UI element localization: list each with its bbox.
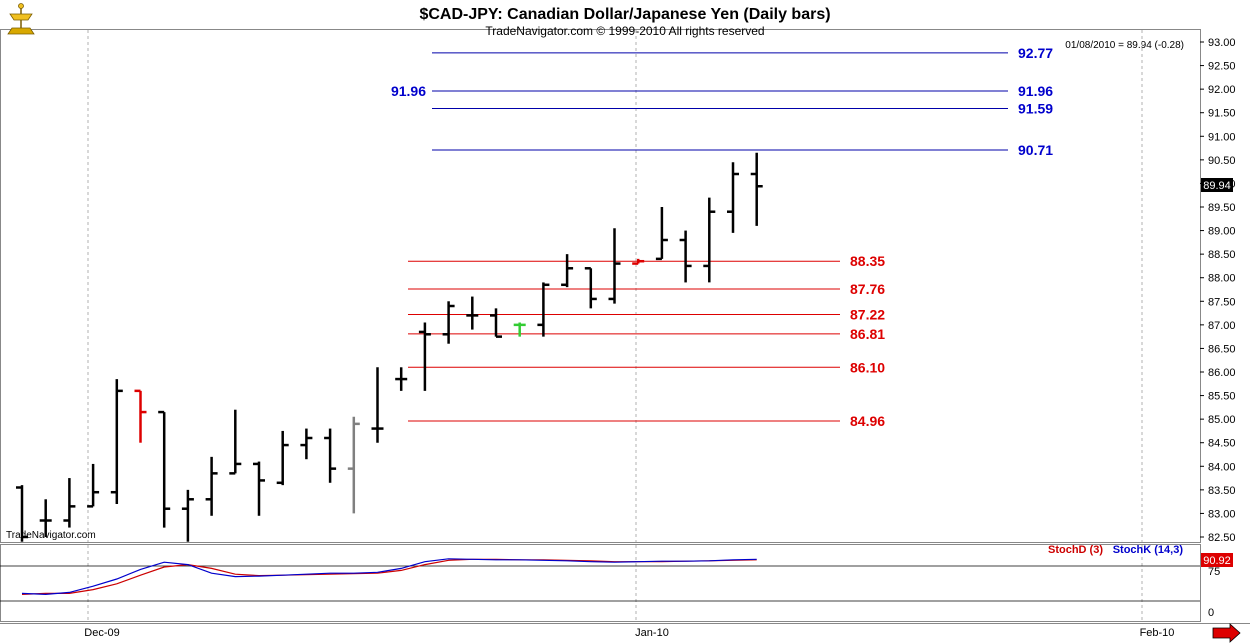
ohlc-bar [110,379,123,504]
ohlc-bar [418,322,431,391]
price-bars [16,152,763,542]
y-tick-label: 90.50 [1208,155,1236,167]
y-tick-label: 92.00 [1208,84,1236,96]
ohlc-bar [679,230,692,283]
ohlc-bar [371,367,384,443]
chart-subtitle: TradeNavigator.com © 1999-2010 All right… [485,24,764,38]
chart-title: $CAD-JPY: Canadian Dollar/Japanese Yen (… [419,6,830,23]
y-tick-label: 84.00 [1208,461,1236,473]
y-tick-label: 87.00 [1208,320,1236,332]
ohlc-bar [466,296,479,330]
ohlc-bar [324,428,337,483]
ohlc-bar [727,162,739,233]
level-lines: 92.7791.9691.5990.7191.9688.3587.7687.22… [391,45,1053,429]
support-level-label: 87.22 [850,306,885,322]
ohlc-bar [134,389,147,443]
ohlc-bar [276,430,289,486]
last-price-label: 89.94 [1203,180,1231,192]
ohlc-bar [537,282,550,337]
y-tick-label: 84.50 [1208,438,1236,450]
ohlc-bar [63,478,76,528]
oscillator: 75 0 [0,558,1220,619]
osc-tick-label: 0 [1208,607,1214,619]
ohlc-bar [655,207,668,261]
y-tick-label: 85.00 [1208,414,1236,426]
stochk-legend: StochK (14,3) [1113,544,1184,556]
ohlc-bar [513,322,526,337]
resistance-level-label: 90.71 [1018,142,1053,158]
ohlc-bar [181,489,194,542]
ohlc-bar [229,409,242,475]
y-tick-label: 83.00 [1208,508,1236,520]
stochd-line [21,558,757,595]
support-level-label: 84.96 [850,413,885,429]
y-tick-label: 93.00 [1208,37,1236,49]
support-level-label: 86.81 [850,326,885,342]
price-panel-frame [0,29,1201,543]
last-price-badge: 89.94 [1201,178,1233,192]
y-tick-label: 89.00 [1208,226,1236,238]
x-tick-label: Dec-09 [84,627,119,639]
ohlc-bar [87,463,100,508]
ohlc-bar [347,416,360,514]
ohlc-bar [395,367,408,391]
oscillator-value-label: 90.92 [1203,555,1231,567]
y-tick-label: 86.00 [1208,367,1236,379]
resistance-level-label: 92.77 [1018,45,1053,61]
resistance-left-label: 91.96 [391,83,426,99]
resistance-level-label: 91.59 [1018,100,1053,116]
ohlc-bar [608,228,621,304]
stochk-line [21,558,757,596]
tradenavigator-logo [7,3,35,35]
oscillator-value-badge: 90.92 [1201,553,1233,567]
y-tick-label: 88.50 [1208,249,1236,261]
ohlc-bar [39,499,52,537]
watermark: TradeNavigator.com [6,530,96,541]
ohlc-bar [205,456,218,516]
scroll-right-icon[interactable] [1212,623,1241,643]
ohlc-bar [442,301,455,344]
y-tick-label: 88.00 [1208,273,1236,285]
ohlc-bar [490,308,502,338]
ohlc-bar [561,254,574,288]
ohlc-bar [703,197,716,283]
y-tick-label: 92.50 [1208,61,1236,73]
y-tick-label: 91.50 [1208,108,1236,120]
ohlc-bar [158,410,171,528]
support-level-label: 88.35 [850,253,885,269]
y-tick-label: 82.50 [1208,532,1236,544]
y-tick-label: 86.50 [1208,343,1236,355]
ohlc-bar [632,258,645,265]
y-axis: 93.0092.5092.0091.5091.0090.5090.0089.50… [1200,37,1236,544]
gridlines: Dec-09 Jan-10 Feb-10 [84,30,1174,639]
ohlc-bar [16,485,28,542]
y-tick-label: 89.50 [1208,202,1236,214]
ohlc-bar [300,428,313,460]
stochd-legend: StochD (3) [1048,544,1103,556]
osc-tick-label: 75 [1208,566,1220,578]
y-tick-label: 83.50 [1208,485,1236,497]
ohlc-bar [253,461,265,516]
y-tick-label: 87.50 [1208,296,1236,308]
y-tick-label: 91.00 [1208,131,1236,143]
last-quote: 01/08/2010 = 89.94 (-0.28) [1065,40,1184,51]
ohlc-bar [584,267,597,309]
support-level-label: 87.76 [850,281,885,297]
support-level-label: 86.10 [850,359,885,375]
resistance-level-label: 91.96 [1018,83,1053,99]
ohlc-bar [750,152,763,226]
y-tick-label: 85.50 [1208,391,1236,403]
x-tick-label: Jan-10 [635,627,669,639]
oscillator-panel-frame [0,544,1201,622]
x-tick-label: Feb-10 [1140,627,1175,639]
